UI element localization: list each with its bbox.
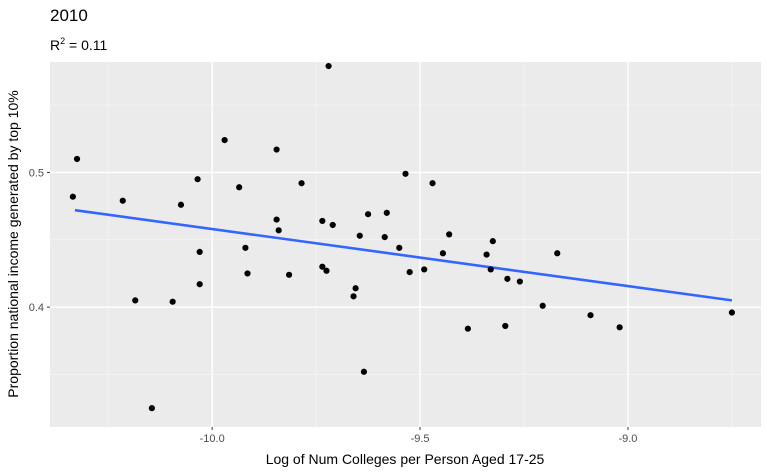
data-point (483, 251, 490, 258)
data-point (319, 263, 326, 270)
data-point (177, 201, 185, 208)
data-point (236, 184, 243, 191)
data-point (516, 278, 523, 285)
data-point (439, 250, 447, 257)
data-point (402, 170, 409, 177)
data-point (221, 137, 228, 144)
data-point (285, 271, 293, 278)
data-point (196, 281, 203, 288)
data-point (242, 244, 249, 251)
data-point (554, 250, 561, 257)
data-point (487, 266, 494, 273)
data-point (429, 180, 436, 187)
chart-subtitle: R2 = 0.11 (50, 36, 108, 53)
data-point (319, 217, 326, 225)
data-point (421, 266, 428, 273)
r-squared-label: R (50, 37, 60, 53)
data-point (196, 248, 203, 256)
x-tick-label: -10.0 (200, 433, 225, 445)
data-point (464, 325, 471, 332)
y-tick-label: 0.5 (29, 167, 44, 179)
data-point (298, 180, 305, 187)
data-point (132, 297, 139, 304)
data-point (396, 244, 403, 251)
data-point (356, 232, 363, 239)
data-point (446, 231, 453, 238)
y-axis-title: Proportion national income generated by … (5, 90, 21, 397)
data-point (406, 269, 413, 276)
data-point (69, 193, 76, 200)
r-squared-value: = 0.11 (65, 37, 107, 53)
data-point (273, 216, 280, 223)
x-tick-label: -9.0 (618, 433, 637, 445)
data-point (352, 285, 359, 292)
data-point (364, 211, 372, 218)
data-point (329, 221, 336, 229)
data-point (489, 238, 496, 245)
data-point (728, 309, 735, 316)
data-point (350, 293, 357, 300)
data-point (360, 368, 368, 375)
r-squared-exponent: 2 (60, 36, 65, 46)
data-point (244, 270, 251, 277)
data-point (169, 298, 176, 305)
x-axis-title: Log of Num Colleges per Person Aged 17-2… (266, 451, 545, 467)
data-point (383, 209, 390, 216)
data-point (504, 275, 511, 282)
data-point (194, 176, 201, 183)
regression-line (74, 208, 733, 302)
data-point (616, 324, 623, 331)
data-point (275, 227, 282, 234)
data-point (148, 405, 155, 412)
data-point (73, 155, 81, 163)
plot-panel (50, 62, 761, 427)
data-point (502, 322, 509, 330)
y-tick-label: 0.4 (29, 302, 44, 314)
data-point (539, 302, 546, 309)
data-point (325, 62, 332, 70)
x-tick-label: -9.5 (411, 433, 430, 445)
data-point (119, 197, 126, 204)
data-point (381, 233, 388, 241)
data-point (587, 312, 594, 319)
data-point (273, 146, 280, 153)
chart-title: 2010 (50, 6, 88, 25)
data-point (323, 267, 330, 274)
